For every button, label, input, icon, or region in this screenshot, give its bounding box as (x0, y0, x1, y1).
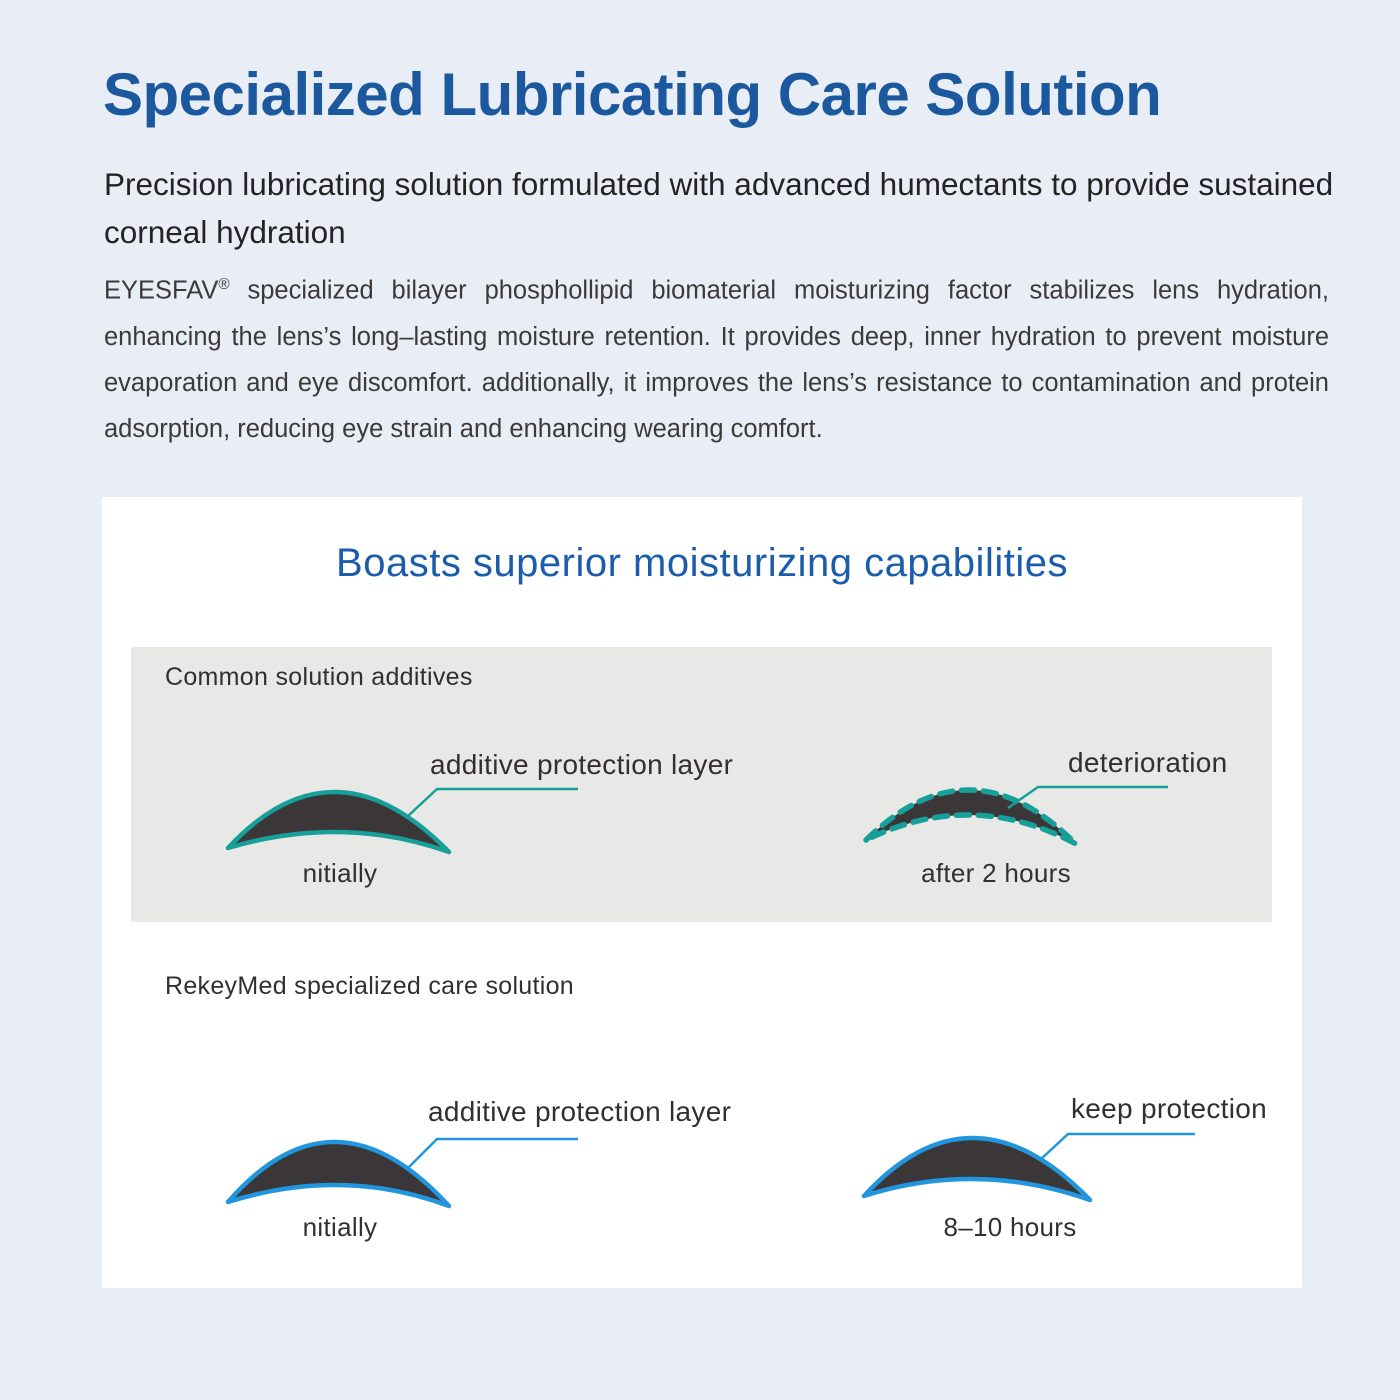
lens-crescent-dashed (863, 787, 1079, 847)
lens-common-initial-figure (225, 787, 578, 855)
leader-line (407, 787, 578, 817)
body-text: specialized bilayer phosphollipid biomat… (104, 276, 1329, 443)
lens-rekeymed-protected-figure (861, 1132, 1195, 1203)
caption-initially: nitially (302, 1212, 378, 1242)
annotation-protection-layer: additive protection layer (430, 749, 734, 780)
caption-initially: nitially (302, 858, 378, 888)
page-subtitle: Precision lubricating solution formulate… (104, 166, 1334, 250)
moisturizing-card: Boasts superior moisturizing capabilitie… (102, 497, 1302, 1288)
lens-crescent (225, 789, 452, 855)
annotation-protection-layer: additive protection layer (428, 1096, 732, 1127)
lens-crescent (225, 1139, 452, 1209)
common-additives-panel (131, 647, 1272, 922)
lens-crescent (861, 1135, 1093, 1203)
registered-trademark-symbol: ® (218, 276, 230, 293)
annotation-deterioration: deterioration (1068, 747, 1228, 778)
annotation-keep-protection: keep protection (1071, 1093, 1267, 1124)
brand-name: EYESFAV (104, 276, 219, 305)
leader-line (407, 1137, 578, 1169)
card-title: Boasts superior moisturizing capabilitie… (336, 541, 1068, 585)
lens-rekeymed-initial-figure (225, 1137, 578, 1209)
lens-common-deteriorated-figure (863, 785, 1168, 847)
page-body: EYESFAV® specialized bilayer phosphollip… (104, 262, 1329, 452)
leader-line (1039, 1132, 1195, 1161)
caption-8-10-hours: 8–10 hours (943, 1212, 1077, 1242)
common-panel-label: Common solution additives (165, 663, 473, 691)
page-title: Specialized Lubricating Care Solution (103, 61, 1162, 128)
rekeymed-panel-label: RekeyMed specialized care solution (165, 972, 575, 1000)
leader-line (1007, 785, 1168, 810)
caption-after-2-hours: after 2 hours (921, 858, 1071, 888)
